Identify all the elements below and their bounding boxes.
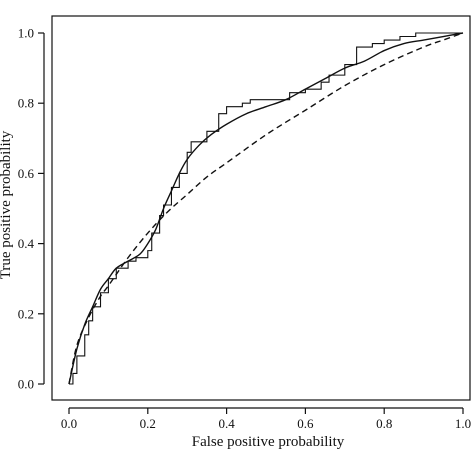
y-axis: 0.0 0.2 0.4 0.6 0.8 1.0 — [18, 26, 45, 392]
y-tick-label: 0.6 — [18, 166, 35, 181]
y-tick-label: 1.0 — [18, 26, 34, 41]
y-tick-label: 0.4 — [18, 236, 35, 251]
series-line-smooth-curve — [68, 32, 464, 385]
series-line-empirical-step — [69, 32, 463, 385]
y-tick-label: 0.0 — [18, 377, 34, 392]
series-line-dashed-curve — [68, 32, 464, 385]
x-tick-label: 1.0 — [455, 416, 471, 431]
x-tick-label: 0.4 — [218, 416, 235, 431]
x-tick-label: 0.6 — [297, 416, 314, 431]
y-tick-label: 0.8 — [18, 96, 34, 111]
series-layer — [68, 32, 464, 385]
y-axis-title: True positive probability — [0, 130, 14, 279]
x-tick-label: 0.8 — [376, 416, 392, 431]
plot-frame — [51, 15, 471, 401]
x-tick-label: 0.2 — [140, 416, 156, 431]
x-tick-label: 0.0 — [61, 416, 77, 431]
x-axis: 0.0 0.2 0.4 0.6 0.8 1.0 — [61, 407, 471, 431]
y-tick-label: 0.2 — [18, 306, 34, 321]
x-axis-title: False positive probability — [192, 434, 345, 450]
